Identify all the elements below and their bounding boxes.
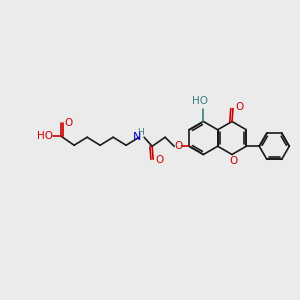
Text: O: O xyxy=(235,103,243,112)
Text: H: H xyxy=(137,128,143,137)
Text: N: N xyxy=(133,132,141,142)
Text: O: O xyxy=(174,141,182,151)
Text: O: O xyxy=(64,118,72,128)
Text: HO: HO xyxy=(37,131,53,141)
Text: O: O xyxy=(229,155,237,166)
Text: HO: HO xyxy=(192,97,208,106)
Text: O: O xyxy=(155,155,163,165)
